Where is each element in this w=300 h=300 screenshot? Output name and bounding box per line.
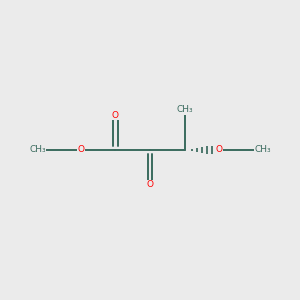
Text: CH₃: CH₃ <box>254 146 271 154</box>
Text: O: O <box>77 146 84 154</box>
Text: CH₃: CH₃ <box>29 146 46 154</box>
Text: O: O <box>216 146 223 154</box>
Text: O: O <box>112 111 119 120</box>
Text: CH₃: CH₃ <box>176 105 193 114</box>
Text: O: O <box>146 180 154 189</box>
